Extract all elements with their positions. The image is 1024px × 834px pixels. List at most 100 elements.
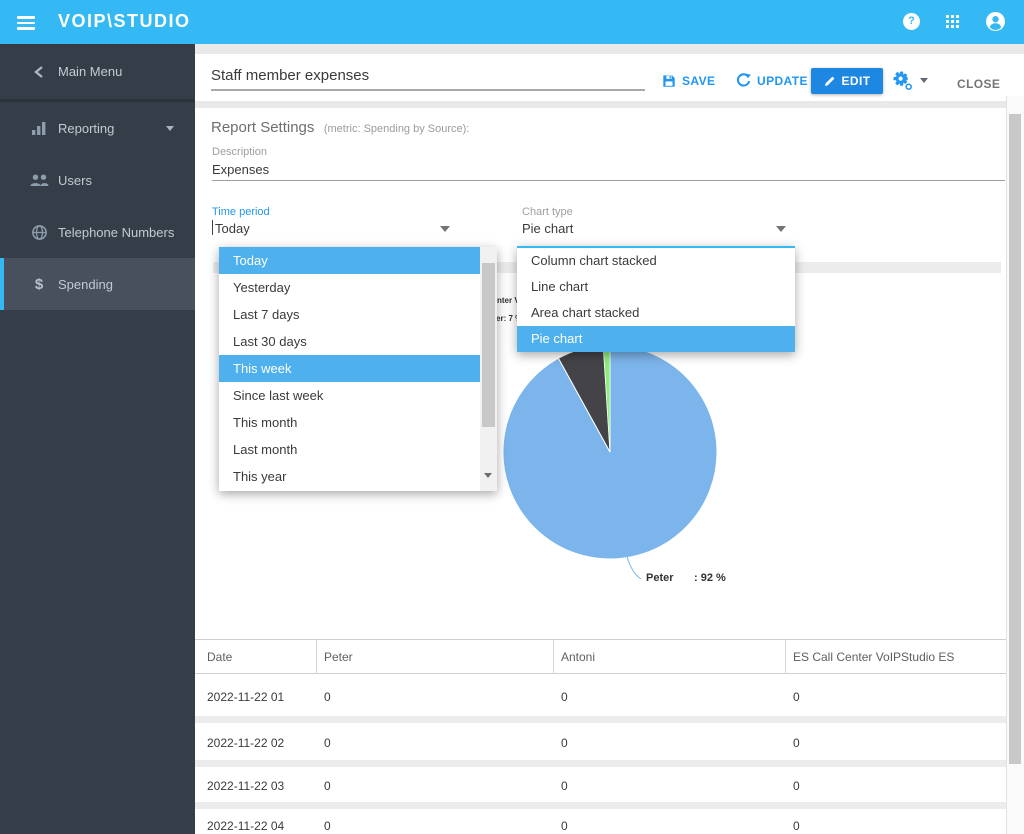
- cell-antoni: 0: [561, 779, 568, 793]
- pie-chart: [490, 330, 740, 580]
- option-last-7-days[interactable]: Last 7 days: [233, 307, 300, 322]
- pie-leader-line: [626, 555, 642, 580]
- chevron-left-icon: [26, 65, 52, 78]
- users-icon: [26, 174, 52, 187]
- sidebar-item-label: Users: [58, 172, 92, 188]
- table-header-row: Date Peter Antoni ES Call Center VoIPStu…: [195, 640, 1006, 673]
- cell-peter: 0: [324, 819, 331, 833]
- text-cursor: [212, 220, 213, 235]
- update-button[interactable]: UPDATE: [736, 73, 808, 88]
- option-this-week[interactable]: This week: [219, 355, 480, 382]
- sidebar-item-main-menu[interactable]: Main Menu: [0, 44, 195, 99]
- sidebar-item-telephone-numbers[interactable]: Telephone Numbers: [0, 206, 195, 258]
- scrollbar-thumb[interactable]: [482, 263, 495, 427]
- table-header-bottom-border: [195, 673, 1006, 674]
- option-column-chart-stacked[interactable]: Column chart stacked: [531, 253, 657, 268]
- hamburger-menu-icon[interactable]: [17, 16, 35, 33]
- cell-peter: 0: [324, 779, 331, 793]
- cell-es: 0: [793, 736, 800, 750]
- cell-date: 2022-11-22 04: [207, 819, 285, 833]
- pencil-icon: [824, 76, 834, 86]
- table-row: 2022-11-22 01 0 0 0: [195, 674, 1006, 716]
- cell-antoni: 0: [561, 819, 568, 833]
- option-since-last-week[interactable]: Since last week: [233, 388, 324, 403]
- chart-type-dropdown-panel: Column chart stacked Line chart Area cha…: [517, 246, 795, 352]
- cell-antoni: 0: [561, 736, 568, 750]
- title-underline: [211, 89, 645, 91]
- save-icon: [663, 75, 675, 87]
- option-this-year[interactable]: This year: [233, 469, 287, 484]
- column-header-peter: Peter: [324, 650, 353, 664]
- settings-dropdown-button[interactable]: [893, 71, 928, 90]
- table-top-border: [195, 639, 1006, 640]
- save-button[interactable]: SAVE: [662, 74, 715, 88]
- header-separator: [316, 640, 317, 673]
- sidebar-item-spending[interactable]: $ Spending: [0, 258, 199, 310]
- report-header-bar: Staff member expenses SAVE UPDATE EDIT: [195, 54, 1024, 101]
- option-last-month[interactable]: Last month: [233, 442, 298, 457]
- description-label: Description: [212, 146, 268, 158]
- account-icon[interactable]: [986, 12, 1005, 36]
- sidebar: Main Menu Reporting: [0, 44, 199, 834]
- chart-type-caret-icon[interactable]: [776, 226, 786, 232]
- header-separator: [553, 640, 554, 673]
- table-row: 2022-11-22 02 0 0 0: [195, 723, 1006, 760]
- cell-antoni: 0: [561, 690, 568, 704]
- chart-type-select[interactable]: Pie chart: [522, 221, 574, 236]
- row-gap: [195, 760, 1006, 767]
- pie-label-fragment-top: nter V: [497, 296, 520, 305]
- cell-peter: 0: [324, 736, 331, 750]
- cell-date: 2022-11-22 02: [207, 736, 285, 750]
- sidebar-item-label: Reporting: [58, 120, 115, 136]
- dropdown-scrollbar[interactable]: [480, 247, 497, 495]
- apps-grid-icon[interactable]: [946, 15, 959, 28]
- column-header-antoni: Antoni: [561, 650, 596, 664]
- cell-peter: 0: [324, 690, 331, 704]
- main-scrollbar[interactable]: [1006, 96, 1024, 834]
- option-pie-chart[interactable]: Pie chart: [517, 326, 795, 352]
- column-header-es-call-center: ES Call Center VoIPStudio ES: [793, 650, 955, 664]
- cell-es: 0: [793, 690, 800, 704]
- sidebar-item-users[interactable]: Users: [0, 154, 195, 206]
- scrollbar-thumb[interactable]: [1009, 114, 1021, 764]
- cell-es: 0: [793, 779, 800, 793]
- option-yesterday[interactable]: Yesterday: [233, 280, 291, 295]
- report-settings-heading: Report Settings (metric: Spending by Sou…: [211, 119, 470, 136]
- time-period-label: Time period: [212, 206, 270, 218]
- cell-date: 2022-11-22 03: [207, 779, 285, 793]
- sidebar-divider: [0, 99, 195, 102]
- table-row: 2022-11-22 03 0 0 0: [195, 767, 1006, 802]
- chevron-down-icon: [920, 78, 928, 83]
- option-line-chart[interactable]: Line chart: [531, 279, 589, 294]
- option-last-30-days[interactable]: Last 30 days: [233, 334, 307, 349]
- dollar-icon: $: [34, 275, 44, 293]
- report-title-input[interactable]: Staff member expenses: [211, 67, 370, 84]
- metric-note: (metric: Spending by Source):: [323, 123, 470, 135]
- sidebar-item-label: Spending: [58, 276, 113, 292]
- option-today[interactable]: Today: [219, 247, 480, 274]
- chevron-down-icon: [166, 125, 174, 131]
- option-area-chart-stacked[interactable]: Area chart stacked: [531, 305, 640, 320]
- globe-icon: [26, 224, 52, 240]
- time-period-caret-icon[interactable]: [440, 226, 450, 232]
- sidebar-item-label: Telephone Numbers: [58, 224, 175, 240]
- description-input[interactable]: Expenses: [212, 162, 270, 177]
- edit-button[interactable]: EDIT: [811, 68, 883, 94]
- pie-label-fragment-bottom: er: 7 %: [496, 314, 523, 323]
- close-button[interactable]: CLOSE: [957, 77, 1001, 91]
- help-icon[interactable]: ?: [903, 13, 920, 30]
- description-underline: [212, 180, 1005, 181]
- chart-type-label: Chart type: [522, 206, 573, 218]
- column-header-date: Date: [207, 650, 233, 664]
- scroll-down-icon[interactable]: [484, 473, 492, 496]
- option-this-month[interactable]: This month: [233, 415, 298, 430]
- row-gap: [195, 802, 1006, 809]
- time-period-select[interactable]: Today: [215, 221, 250, 236]
- sidebar-item-reporting[interactable]: Reporting: [0, 102, 195, 154]
- table-row: 2022-11-22 04 0 0 0: [195, 809, 1006, 834]
- pie-label-name: Peter: [646, 572, 674, 584]
- row-gap: [195, 716, 1006, 723]
- bar-chart-icon: [26, 121, 52, 135]
- header-separator: [785, 640, 786, 673]
